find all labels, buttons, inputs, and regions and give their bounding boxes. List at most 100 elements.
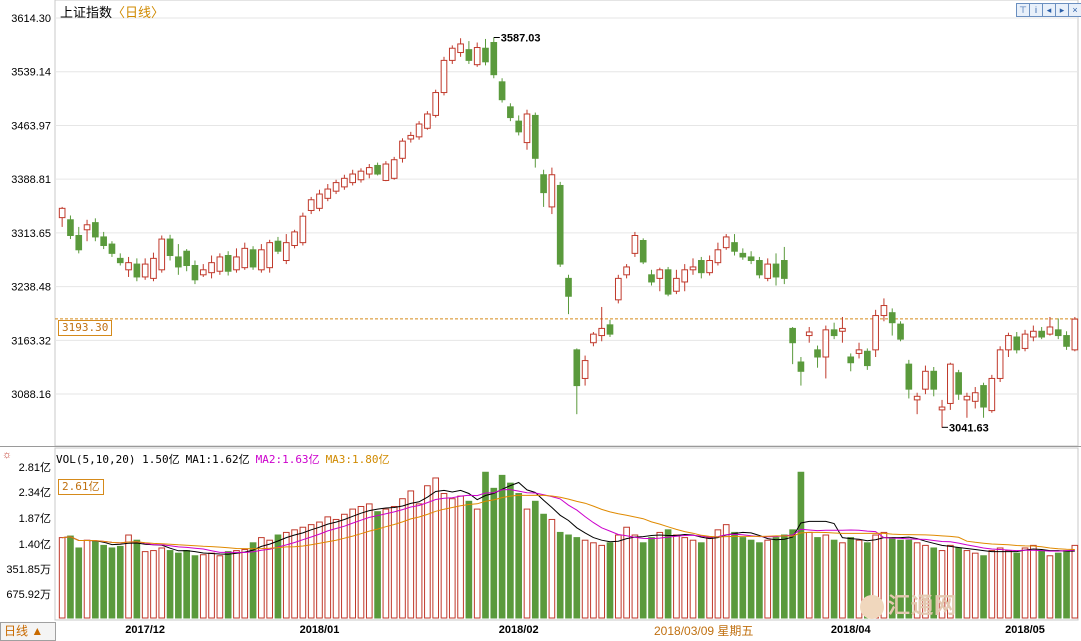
candle-body [930,370,938,390]
candle-body [706,260,713,274]
candle-body [424,113,431,129]
volume-bar [158,547,166,619]
volume-bar [606,542,614,619]
volume-bar [531,500,539,619]
candle-body [125,262,132,271]
candle-body [448,47,456,61]
ma3-line [62,494,1075,550]
candle-body [324,188,332,199]
candle-body [540,174,547,194]
volume-bar [374,511,381,619]
volume-bar [855,539,863,619]
volume-bar [988,550,996,619]
x-tick-label: 2018/05 [1005,624,1045,636]
candle-body [938,406,946,411]
period-label[interactable]: 〈日线〉 [112,5,165,20]
candle-body [100,236,107,247]
volume-bar [382,508,390,619]
candle-body [316,193,323,209]
volume-bar [772,537,780,619]
candle-body [507,106,514,119]
candle-body [814,349,821,358]
volume-bar [930,547,938,619]
ma3-legend-item: MA3:1.80亿 [325,453,390,466]
candle-body [266,242,273,269]
watermark: 汇通网 [860,588,957,620]
volume-bar [905,539,913,619]
volume-bar [515,493,523,619]
price-tick-label: 3463.97 [11,120,51,132]
candle-body [274,240,282,252]
candle-body [58,207,66,219]
volume-bar [1030,544,1037,619]
volume-bar [141,551,149,619]
watermark-logo-icon [860,595,884,620]
candle-body [739,252,747,258]
candle-body [490,42,498,76]
volume-bar [631,534,639,619]
candle-body [1054,329,1062,337]
candle-body [199,269,207,276]
candle-body [166,238,174,257]
candle-body [565,277,572,297]
candle-body [839,327,846,332]
volume-bar [365,503,373,619]
candle-body [888,312,896,324]
high-label: 3587.03 [501,32,541,44]
candle-body [614,277,622,301]
volume-bar [847,537,855,619]
candle-body [241,247,249,269]
candle-body [947,363,954,404]
tab-icon[interactable]: ⊤ [1016,3,1030,17]
volume-bar [938,550,946,619]
volume-tick-label: 1.87亿 [19,512,51,525]
forward-icon[interactable]: ▸ [1055,3,1069,17]
x-tick-label: 2018/04 [831,624,872,636]
volume-bar [805,531,813,619]
volume-bar [922,544,929,619]
volume-panel-frame [54,447,1079,621]
volume-bar [1063,550,1070,619]
candle-body [141,263,149,278]
volume-bar [556,531,564,619]
volume-bar [75,547,83,619]
info-icon[interactable]: i [1029,3,1043,17]
volume-bar [424,485,431,619]
candle-body [432,92,440,116]
candle-body [805,331,813,337]
candle-body [656,269,664,279]
candle-body [498,81,506,101]
close-icon[interactable]: × [1068,3,1081,17]
volume-bar [1054,552,1062,619]
volume-bar [880,531,888,619]
volume-bar [764,539,772,619]
current-price-label: 3193.30 [58,320,113,336]
volume-bar [175,552,182,619]
candle-body [988,377,996,412]
candle-body [390,159,398,179]
volume-bar [166,550,174,619]
candle-body [681,269,689,283]
candle-body [1046,326,1054,335]
candle-body [573,349,581,387]
volume-bar [1021,547,1029,619]
volume-bar [971,552,979,619]
candle-body [822,329,830,358]
volume-bar [780,534,788,619]
candle-body [1030,330,1037,338]
volume-bar [241,549,249,619]
volume-bar [540,513,547,619]
candle-body [872,315,879,351]
candle-body [75,234,83,251]
period-tab-daily[interactable]: 日线 ▲ [0,622,56,641]
candle-body [731,242,738,252]
candle-body [913,395,921,401]
candle-body [307,199,315,211]
back-icon[interactable]: ◂ [1042,3,1056,17]
volume-bar [249,542,257,619]
volume-bar [548,518,556,619]
settings-icon[interactable]: ☼ [2,449,13,461]
candle-body [722,236,730,249]
volume-bar [216,555,224,619]
